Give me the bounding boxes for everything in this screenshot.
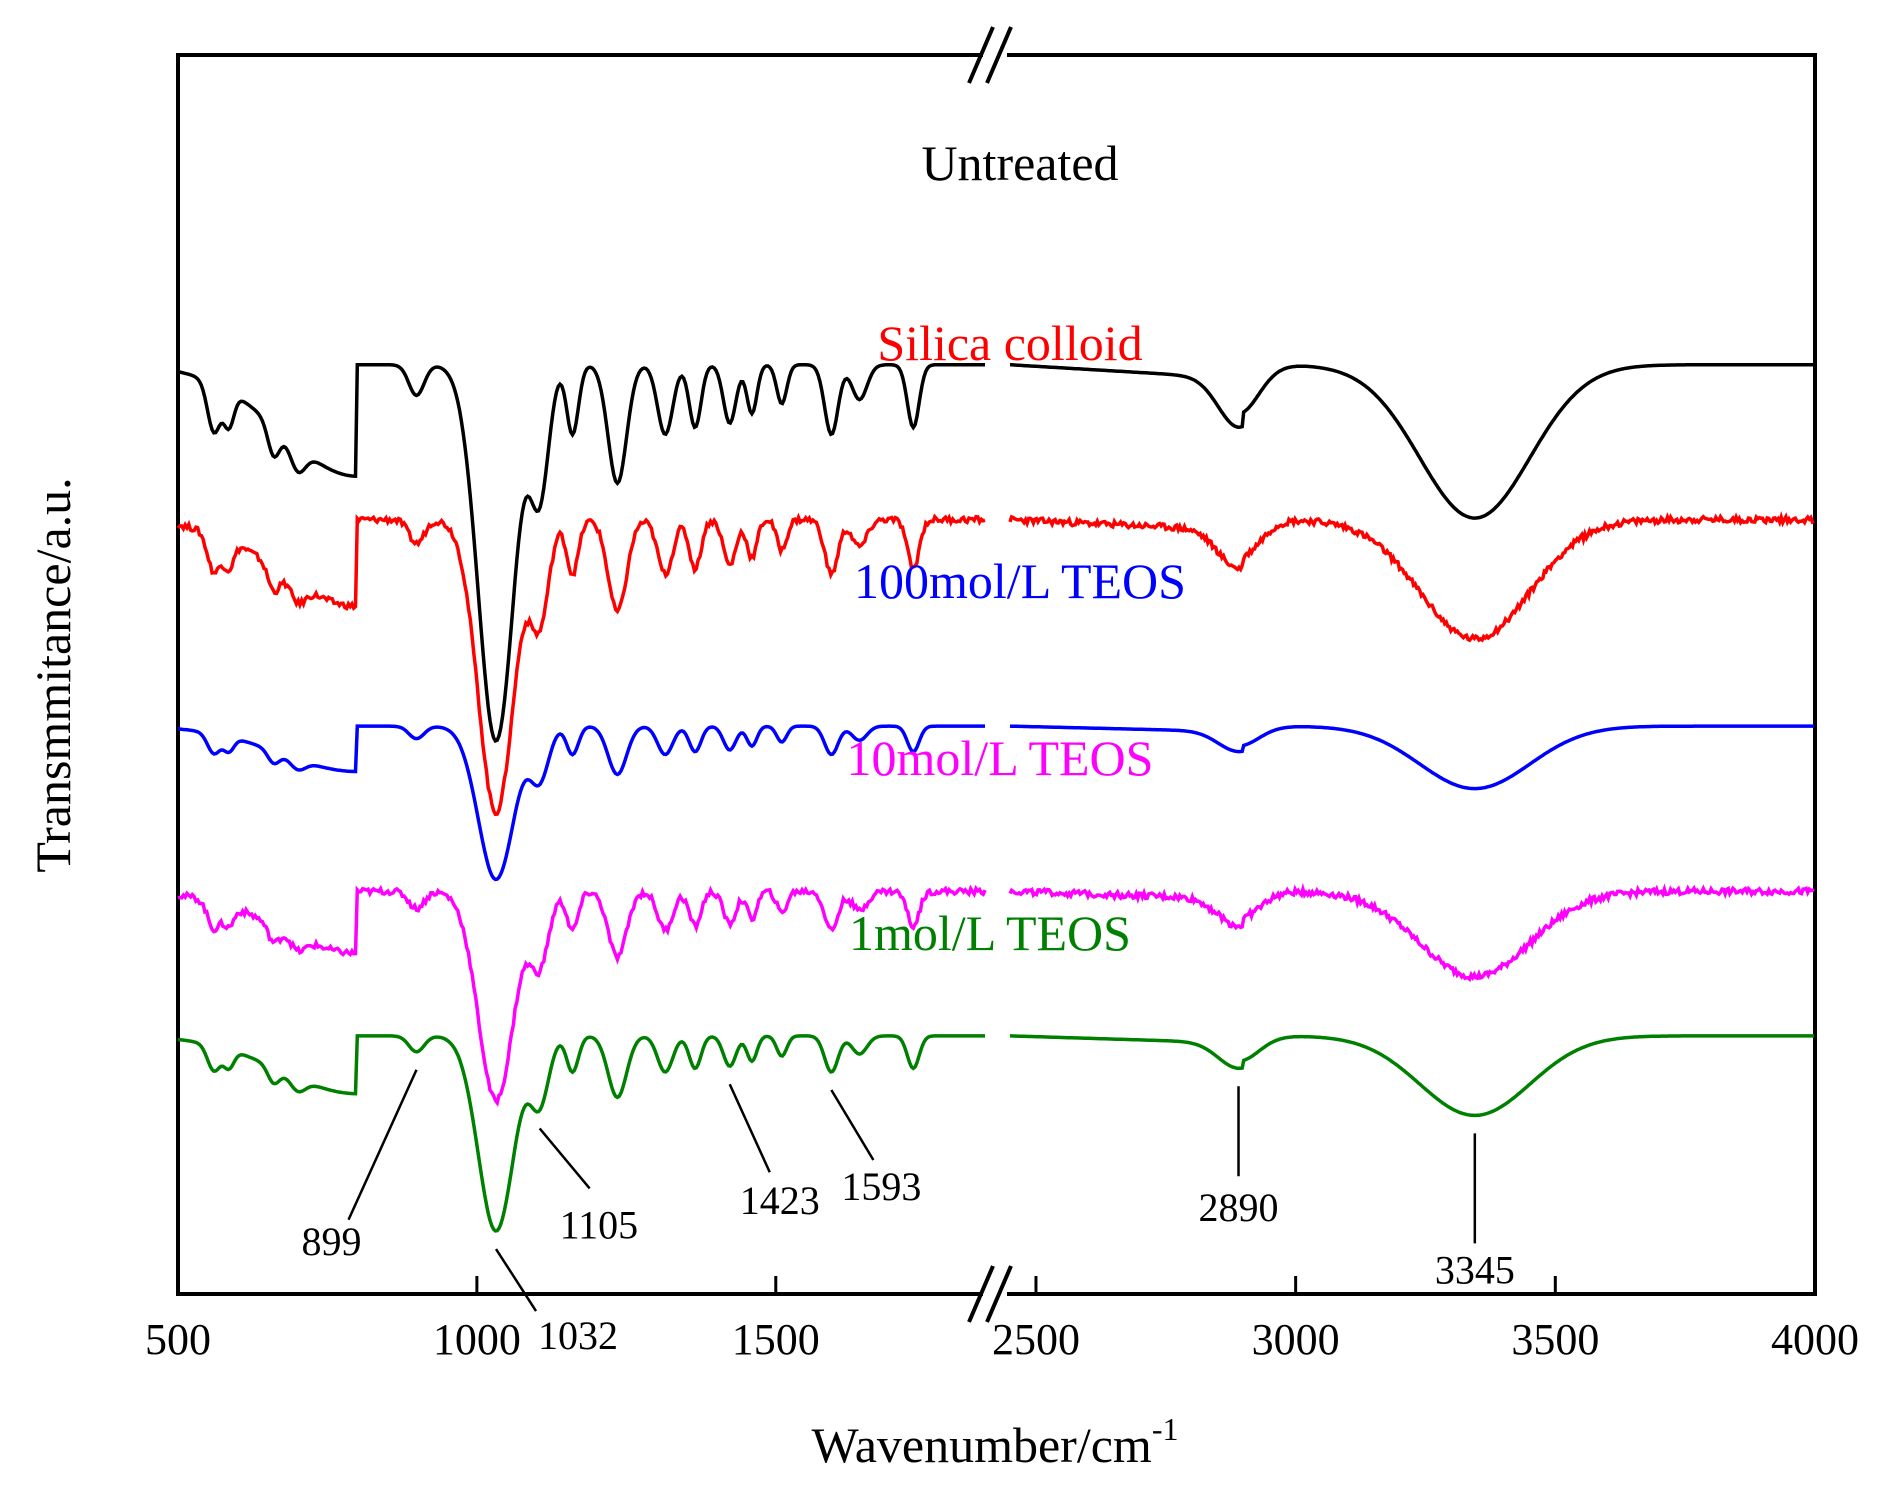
x-tick-label-2500: 2500 [992,1315,1080,1364]
series-5: 1mol/L TEOS [177,905,1814,1233]
axis-break-slash-bottom-2 [985,1265,1013,1323]
series-4: 10mol/L TEOS [177,730,1815,1107]
series-line-4-segment-2 [1008,882,1815,983]
annotation-leader-899 [347,1069,418,1221]
annotation-leader-1032 [494,1248,538,1312]
annotation-leader-1105 [538,1127,591,1190]
annotation-layer: 899 1032 1105 1423 1593 2890 3345 [302,1069,1515,1358]
annotation-label-1593: 1593 [841,1164,921,1209]
series-3: 100mol/L TEOS [177,553,1814,882]
series-line-5-segment-2 [1010,1034,1814,1118]
series-line-2-segment-2 [1008,511,1815,643]
plot-area: Untreated Silica colloid 100mol/L TEOS 10mo… [145,15,1859,1364]
x-axis-title-superscript: -1 [1152,1411,1179,1447]
legend-label-3: 100mol/L TEOS [854,553,1186,609]
series-layer: Untreated Silica colloid 100mol/L TEOS 10mo… [176,135,1815,1233]
legend-label-5: 1mol/L TEOS [849,905,1131,961]
annotation-label-1032: 1032 [538,1313,618,1358]
series-line-3-segment-1 [177,724,985,882]
annotation-899: 899 [302,1069,418,1264]
axis-break-slash-top-2 [985,26,1013,84]
x-axis-title-text: Wavenumber/cm [812,1417,1152,1473]
annotation-label-1423: 1423 [740,1178,820,1223]
series-line-1-segment-1 [177,363,985,744]
annotation-label-2890: 2890 [1199,1185,1279,1230]
legend-label-4: 10mol/L TEOS [847,730,1154,786]
x-tick-label-1500: 1500 [732,1315,820,1364]
axis-break-slash-bottom-1 [967,1265,995,1323]
series-line-1-segment-2 [1010,363,1814,520]
annotation-1593: 1593 [830,1089,921,1209]
annotation-1105: 1105 [538,1127,639,1247]
legend-label-2: Silica colloid [877,315,1142,371]
x-tick-label-3500: 3500 [1511,1315,1599,1364]
annotation-label-3345: 3345 [1435,1247,1515,1292]
axis-break [967,15,1013,1329]
annotation-1032: 1032 [494,1248,618,1358]
annotation-leader-1593 [830,1089,875,1161]
x-tick-label-3000: 3000 [1252,1315,1340,1364]
series-line-5-segment-1 [177,1034,985,1233]
x-tick-label-1000: 1000 [433,1315,521,1364]
series-2: Silica colloid [176,315,1815,817]
annotation-1423: 1423 [728,1083,820,1223]
series-line-4-segment-1 [177,884,987,1107]
plot-frame [176,53,1817,1296]
series-1: Untreated [177,135,1814,744]
y-axis-title: Transmmitance/a.u. [25,477,81,872]
series-line-2-segment-1 [176,512,986,817]
x-axis-ticks: 500 1000 1500 2500 3000 3500 4000 [145,1276,1859,1364]
annotation-label-1105: 1105 [560,1202,639,1247]
x-tick-label-500: 500 [145,1315,211,1364]
x-axis-title: Wavenumber/cm-1 [812,1411,1179,1473]
x-tick-label-4000: 4000 [1771,1315,1859,1364]
series-line-3-segment-2 [1009,724,1814,791]
annotation-3345: 3345 [1435,1133,1515,1292]
annotation-leader-1423 [728,1083,771,1173]
axis-break-slash-top-1 [967,26,995,84]
annotation-label-899: 899 [302,1219,362,1264]
legend-label-1: Untreated [921,135,1118,191]
annotation-2890: 2890 [1199,1086,1279,1230]
